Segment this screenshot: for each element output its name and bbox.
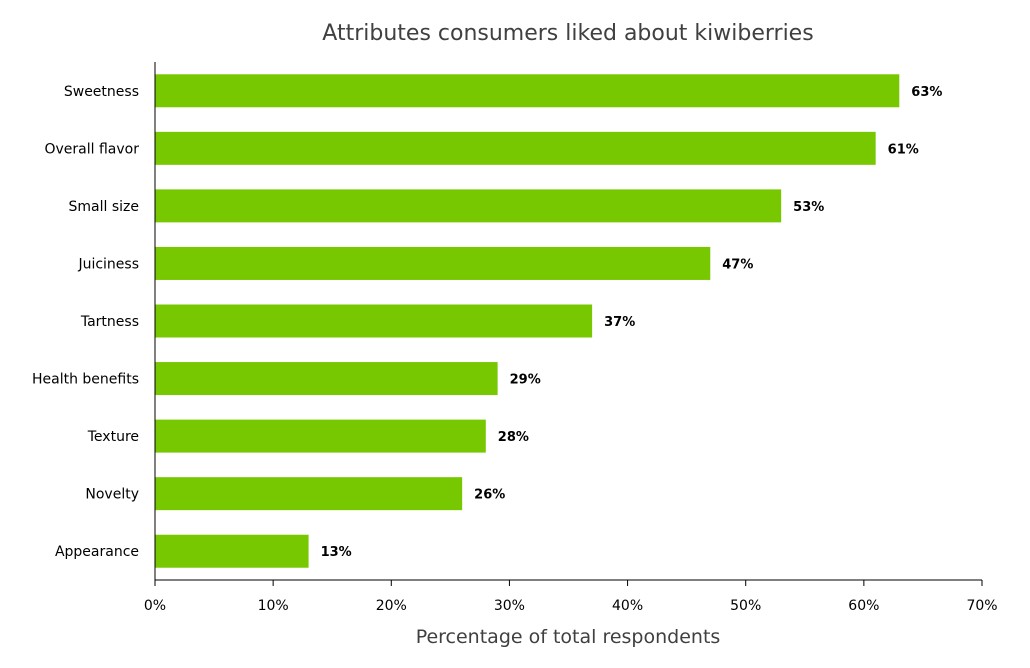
category-label-small-size: Small size <box>69 199 139 215</box>
category-label-tartness: Tartness <box>80 314 139 330</box>
value-label-texture: 28% <box>498 430 529 445</box>
value-label-sweetness: 63% <box>911 85 942 100</box>
category-label-juiciness: Juiciness <box>77 256 139 272</box>
bar-sweetness <box>155 74 900 108</box>
x-tick-label: 20% <box>376 598 407 614</box>
value-labels: 63% 61% 53% 47% 37% 29% 28% 26% 13% <box>321 85 943 560</box>
value-label-juiciness: 47% <box>722 257 753 272</box>
value-label-health-benefits: 29% <box>510 373 541 388</box>
x-axis-ticks: 0% 10% 20% 30% 40% 50% 60% 70% <box>144 580 998 614</box>
x-tick-label: 30% <box>494 598 525 614</box>
x-tick-label: 40% <box>612 598 643 614</box>
category-label-appearance: Appearance <box>55 544 139 560</box>
bar-health-benefits <box>155 362 498 396</box>
x-tick-label: 70% <box>966 598 997 614</box>
bar-juiciness <box>155 246 711 280</box>
x-tick-label: 60% <box>848 598 879 614</box>
bar-appearance <box>155 534 309 568</box>
category-labels: Sweetness Overall flavor Small size Juicine… <box>32 84 139 560</box>
x-tick-label: 0% <box>144 598 166 614</box>
x-tick-label: 10% <box>258 598 289 614</box>
bars-layer <box>155 74 900 568</box>
bar-tartness <box>155 304 593 338</box>
category-label-health-benefits: Health benefits <box>32 372 139 388</box>
category-label-sweetness: Sweetness <box>64 84 139 100</box>
category-label-texture: Texture <box>87 429 139 445</box>
value-label-novelty: 26% <box>474 488 505 503</box>
bar-novelty <box>155 477 463 511</box>
value-label-appearance: 13% <box>321 545 352 560</box>
bar-overall-flavor <box>155 131 876 165</box>
x-axis-label: Percentage of total respondents <box>416 626 721 648</box>
category-label-overall-flavor: Overall flavor <box>45 141 140 157</box>
value-label-tartness: 37% <box>604 315 635 330</box>
value-label-overall-flavor: 61% <box>888 142 919 157</box>
bar-texture <box>155 419 486 453</box>
x-tick-label: 50% <box>730 598 761 614</box>
value-label-small-size: 53% <box>793 200 824 215</box>
category-label-novelty: Novelty <box>85 487 139 503</box>
bar-small-size <box>155 189 782 223</box>
chart-title: Attributes consumers liked about kiwiber… <box>322 21 813 46</box>
